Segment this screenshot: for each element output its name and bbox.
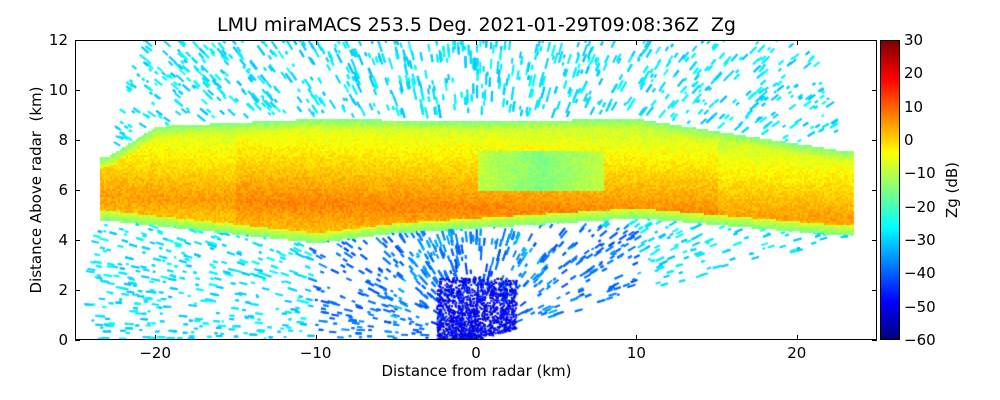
y-tick-mark — [75, 140, 80, 141]
x-tick-mark — [315, 40, 317, 45]
colorbar-tick-label: −20 — [904, 197, 936, 216]
y-tick-label: 0 — [58, 331, 68, 349]
y-tick-mark — [872, 40, 877, 41]
y-tick-mark — [872, 340, 877, 341]
x-tick-label: −20 — [139, 344, 172, 362]
y-tick-mark — [872, 290, 877, 291]
colorbar-tick-label: −40 — [904, 264, 936, 283]
x-tick-label: −10 — [299, 344, 332, 362]
chart-title: LMU miraMACS 253.5 Deg. 2021-01-29T09:08… — [216, 14, 736, 36]
colorbar — [880, 40, 900, 340]
reflectivity-field — [76, 41, 876, 339]
y-tick-label: 12 — [48, 31, 68, 49]
plot-area — [75, 40, 877, 340]
y-tick-label: 2 — [58, 281, 68, 299]
x-tick-mark — [476, 40, 477, 45]
x-axis-label: Distance from radar (km) — [381, 362, 572, 380]
colorbar-tick-label: −60 — [904, 331, 936, 349]
y-tick-mark — [75, 40, 80, 41]
y-tick-label: 10 — [48, 81, 68, 99]
x-tick-mark — [796, 40, 798, 45]
y-tick-label: 6 — [58, 181, 68, 199]
y-tick-mark — [872, 190, 877, 191]
colorbar-tick-label: −50 — [904, 297, 936, 316]
x-tick-mark — [155, 40, 157, 45]
x-tick-mark — [796, 335, 798, 340]
colorbar-tick-label: −10 — [904, 164, 936, 183]
x-tick-mark — [476, 335, 477, 340]
x-tick-mark — [636, 335, 638, 340]
y-tick-mark — [872, 90, 877, 91]
colorbar-tick-label: 0 — [904, 131, 914, 149]
x-tick-mark — [636, 40, 638, 45]
x-tick-mark — [155, 335, 157, 340]
y-tick-label: 8 — [58, 131, 68, 149]
colorbar-tick-label: 20 — [904, 64, 924, 83]
x-tick-mark — [315, 335, 317, 340]
colorbar-tick-label: 30 — [904, 31, 924, 49]
y-tick-label: 4 — [58, 231, 68, 249]
y-tick-mark — [75, 340, 80, 341]
colorbar-label: Zg (dB) — [943, 161, 961, 219]
y-axis-label: Distance Above radar (km) — [27, 86, 45, 294]
x-tick-label: 10 — [626, 344, 646, 362]
y-tick-mark — [75, 190, 80, 191]
y-tick-mark — [75, 290, 80, 291]
y-tick-mark — [75, 90, 80, 91]
y-tick-mark — [872, 140, 877, 141]
x-tick-label: 20 — [787, 344, 807, 362]
x-tick-label: 0 — [471, 344, 481, 362]
colorbar-tick-label: −30 — [904, 231, 936, 249]
colorbar-tick-label: 10 — [904, 97, 924, 116]
y-tick-mark — [872, 240, 877, 241]
y-tick-mark — [75, 240, 80, 241]
